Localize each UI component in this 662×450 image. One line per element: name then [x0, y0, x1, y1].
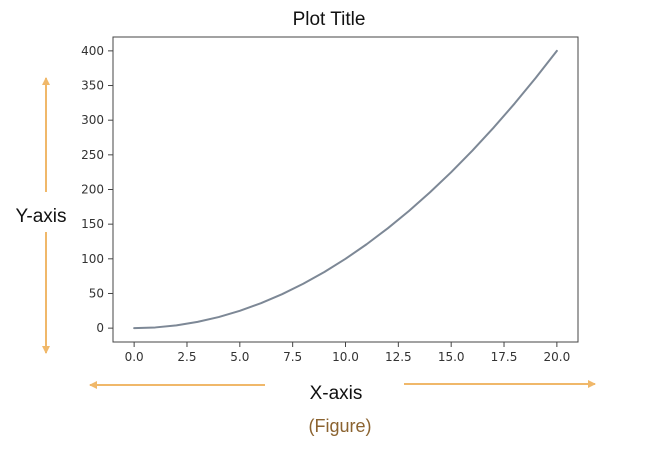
y-axis-label: Y-axis: [15, 206, 66, 227]
y-tick-label: 100: [81, 252, 104, 266]
x-axis-ticks: 0.0 2.5 5.0 7.5 10.0 12.5 15.0 17.5 20.0: [125, 342, 571, 364]
y-tick-label: 350: [81, 79, 104, 93]
figure-caption: (Figure): [308, 416, 371, 436]
y-tick-label: 0: [96, 321, 104, 335]
x-axis-label: X-axis: [310, 383, 363, 404]
y-tick-label: 300: [81, 113, 104, 127]
y-tick-label: 200: [81, 183, 104, 197]
y-tick-label: 250: [81, 148, 104, 162]
axes-frame: [112, 36, 579, 343]
x-tick-label: 17.5: [491, 350, 518, 364]
x-axis-annotation: X-axis: [89, 380, 596, 404]
x-tick-label: 2.5: [177, 350, 196, 364]
series-line: [133, 49, 558, 330]
x-tick-label: 15.0: [438, 350, 465, 364]
x-tick-label: 10.0: [332, 350, 359, 364]
series-layer: [133, 49, 558, 330]
x-tick-label: 5.0: [230, 350, 249, 364]
x-tick-label: 0.0: [125, 350, 144, 364]
x-tick-label: 20.0: [544, 350, 571, 364]
y-tick-label: 400: [81, 44, 104, 58]
y-tick-label: 150: [81, 217, 104, 231]
chart-title: Plot Title: [293, 9, 366, 30]
x-tick-label: 7.5: [283, 350, 302, 364]
y-axis-ticks: 0 50 100 150 200 250 300 350 400: [81, 44, 113, 335]
plot-area: 0.0 2.5 5.0 7.5 10.0 12.5 15.0 17.5 20.0 0 50 100 1…: [81, 36, 579, 364]
y-axis-annotation: Y-axis: [15, 77, 67, 354]
y-tick-label: 50: [89, 286, 104, 300]
x-tick-label: 12.5: [385, 350, 412, 364]
